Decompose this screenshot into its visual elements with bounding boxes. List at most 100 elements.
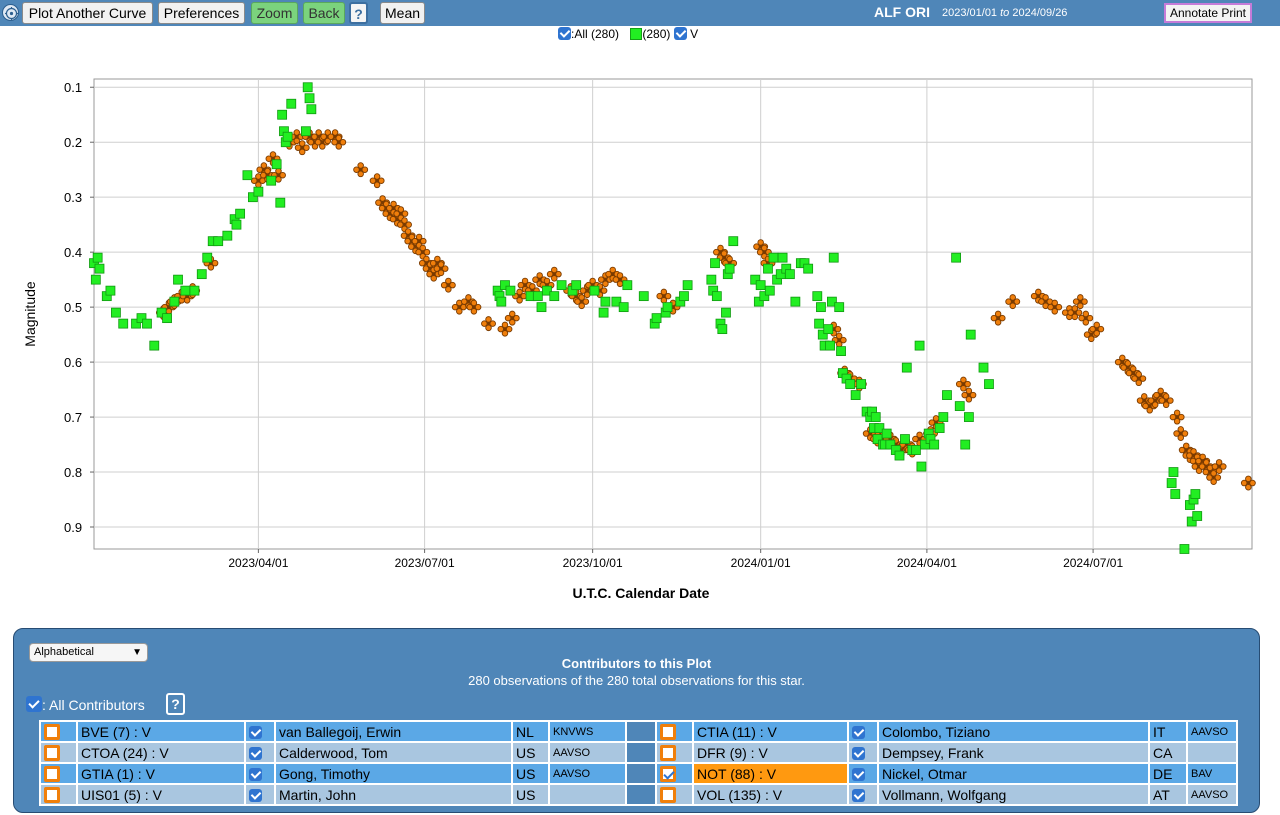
show-toggle-cell[interactable] (847, 783, 879, 806)
data-point-visual (816, 302, 826, 313)
observer-org: AAVSO (1186, 783, 1238, 806)
highlight-checkbox[interactable] (44, 723, 60, 740)
data-point-visual (235, 208, 246, 219)
plot-another-curve-button[interactable]: Plot Another Curve (22, 2, 153, 24)
data-point-other (1089, 321, 1105, 337)
data-point-visual (1179, 544, 1190, 554)
show-toggle-cell[interactable] (847, 762, 879, 785)
data-point-other (481, 316, 496, 332)
mean-button[interactable]: Mean (380, 2, 425, 24)
data-point-visual (790, 296, 801, 307)
data-point-visual (549, 291, 560, 302)
all-contributors-label: : All Contributors (42, 697, 145, 713)
data-point-visual (827, 296, 837, 307)
data-point-other (831, 332, 847, 348)
data-point-visual (874, 423, 885, 433)
data-point-visual (836, 346, 846, 357)
highlight-checkbox[interactable] (44, 744, 60, 761)
show-checkbox[interactable] (852, 767, 865, 781)
annotate-print-button[interactable]: Annotate Print (1164, 3, 1252, 23)
observer-code: UIS01 (5) : V (76, 783, 246, 806)
highlight-checkbox[interactable] (660, 723, 676, 740)
y-tick-label: 0.4 (64, 245, 82, 260)
data-point-visual (556, 280, 567, 291)
show-toggle-cell[interactable] (244, 741, 276, 764)
data-point-visual (717, 324, 728, 335)
show-toggle-cell[interactable] (847, 741, 879, 764)
x-tick-label: 2023/04/01 (228, 556, 288, 570)
table-row: CTOA (24) : V Calderwood, Tom US AAVSO D… (39, 741, 1238, 764)
data-point-visual (277, 109, 288, 120)
highlight-checkbox[interactable] (660, 786, 676, 803)
highlight-toggle-cell[interactable] (39, 783, 78, 806)
band-v-checkbox[interactable] (673, 27, 687, 40)
show-checkbox[interactable] (249, 767, 262, 781)
highlight-toggle-cell[interactable] (655, 720, 694, 743)
observer-name: Vollmann, Wolfgang (877, 783, 1150, 806)
data-point-visual (1168, 467, 1179, 477)
data-point-visual (242, 170, 253, 181)
show-checkbox[interactable] (852, 746, 865, 760)
back-button[interactable]: Back (303, 2, 345, 24)
highlight-toggle-cell[interactable] (655, 762, 694, 785)
data-point-visual (929, 439, 940, 450)
data-point-visual (589, 285, 600, 296)
data-point-visual (894, 450, 905, 461)
column-spacer (625, 720, 657, 743)
preferences-button[interactable]: Preferences (158, 2, 245, 24)
all-series-checkbox[interactable] (558, 27, 571, 40)
highlight-toggle-cell[interactable] (39, 762, 78, 785)
data-point-other (1211, 459, 1227, 474)
highlight-toggle-cell[interactable] (655, 783, 694, 806)
observer-country: US (511, 783, 550, 806)
show-toggle-cell[interactable] (244, 783, 276, 806)
data-point-visual (536, 302, 547, 313)
observer-country: CA (1148, 741, 1188, 764)
highlight-toggle-cell[interactable] (39, 720, 78, 743)
y-tick-label: 0.7 (64, 410, 82, 425)
observer-name: Dempsey, Frank (877, 741, 1150, 764)
all-contributors-toggle[interactable]: : All Contributors (26, 696, 145, 713)
highlight-checkbox[interactable] (44, 786, 60, 803)
data-point-other (415, 244, 431, 260)
show-checkbox[interactable] (249, 725, 262, 739)
data-point-visual (825, 340, 835, 351)
contributors-table: BVE (7) : V van Ballegoij, Erwin NL KNVW… (39, 720, 1238, 806)
data-point-visual (706, 274, 717, 285)
light-curve-chart[interactable]: 0.1 0.2 0.3 0.4 0.5 0.6 0.7 0.8 0.9 2023/04/01 202… (0, 44, 1280, 604)
panel-help-button[interactable]: ? (166, 693, 185, 715)
observer-country: US (511, 762, 550, 785)
data-point-visual (173, 274, 183, 285)
show-checkbox[interactable] (249, 788, 262, 802)
data-point-visual (711, 291, 722, 302)
zoom-button[interactable]: Zoom (251, 2, 298, 24)
toolbar-help-button[interactable]: ? (349, 2, 368, 24)
data-point-visual (266, 175, 277, 186)
show-toggle-cell[interactable] (244, 720, 276, 743)
highlight-checkbox[interactable] (660, 744, 676, 761)
data-point-visual (978, 362, 989, 373)
data-point-visual (960, 439, 971, 450)
highlight-toggle-cell[interactable] (655, 741, 694, 764)
data-point-visual (916, 461, 927, 472)
data-point-visual (755, 280, 766, 291)
data-point-other (1047, 299, 1063, 315)
all-contributors-checkbox[interactable] (26, 696, 42, 712)
sort-order-select[interactable]: Alphabetical ▼ (29, 643, 148, 662)
data-point-visual (1190, 489, 1201, 499)
highlight-checkbox-checked[interactable] (660, 765, 676, 782)
show-checkbox[interactable] (249, 746, 262, 760)
show-checkbox[interactable] (852, 788, 865, 802)
data-point-visual (282, 131, 293, 142)
date-to: 2024/09/26 (1012, 7, 1068, 19)
data-point-other (250, 173, 266, 189)
show-toggle-cell[interactable] (847, 720, 879, 743)
panel-title: Contributors to this Plot (561, 656, 712, 671)
data-point-other (1078, 310, 1094, 326)
highlight-toggle-cell[interactable] (39, 741, 78, 764)
show-checkbox[interactable] (852, 725, 865, 739)
highlight-checkbox[interactable] (44, 765, 60, 782)
sort-order-value: Alphabetical (34, 646, 94, 658)
show-toggle-cell[interactable] (244, 762, 276, 785)
date-range: 2023/01/01 to 2024/09/26 (942, 7, 1067, 19)
